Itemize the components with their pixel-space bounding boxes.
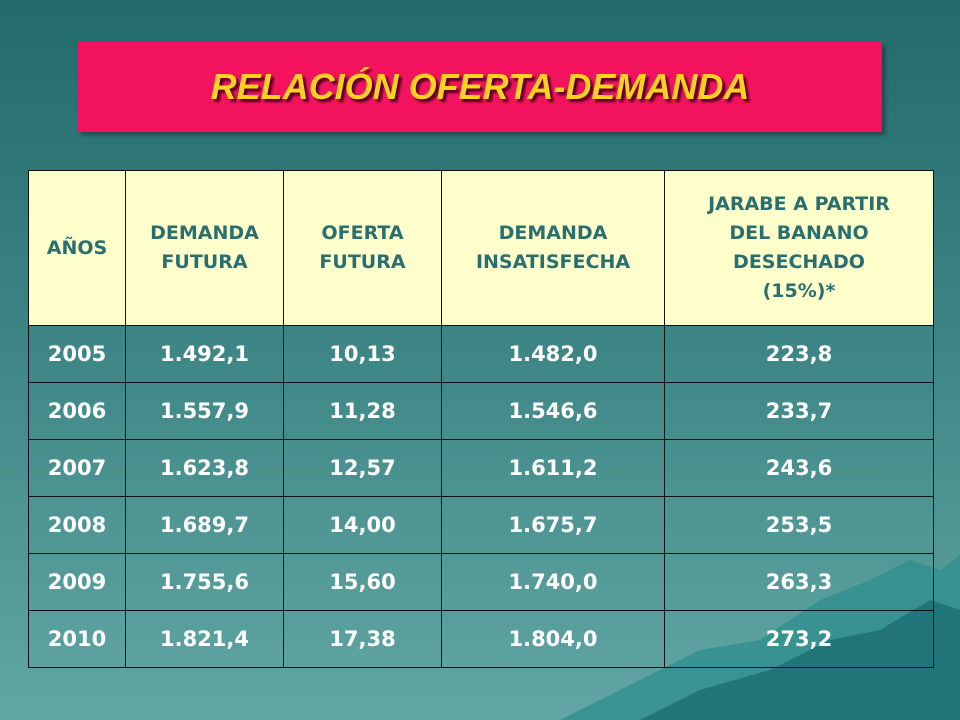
title-box: RELACIÓN OFERTA-DEMANDA	[78, 42, 882, 132]
table-cell: 1.740,0	[441, 553, 665, 611]
table-cell: 1.821,4	[125, 610, 284, 668]
header-cell: JARABE A PARTIR DEL BANANO DESECHADO (15%)*	[664, 170, 934, 326]
table-cell: 1.755,6	[125, 553, 284, 611]
table-cell: 253,5	[664, 496, 934, 554]
table-cell: 2006	[28, 382, 126, 440]
table-cell: 1.546,6	[441, 382, 665, 440]
data-table: AÑOS DEMANDA FUTURA OFERTA FUTURA DEMANDA INSA…	[28, 170, 934, 668]
table-cell: 243,6	[664, 439, 934, 497]
table-cell: 233,7	[664, 382, 934, 440]
header-line: (15%)*	[762, 280, 836, 302]
table-cell: 1.689,7	[125, 496, 284, 554]
header-cell: AÑOS	[28, 170, 126, 326]
table-cell: 1.623,8	[125, 439, 284, 497]
table-cell: 2008	[28, 496, 126, 554]
header-line: FUTURA	[161, 251, 248, 273]
table-row: 2010 1.821,4 17,38 1.804,0 273,2	[28, 610, 934, 668]
table-cell: 2009	[28, 553, 126, 611]
header-line: DEL BANANO	[729, 222, 869, 244]
table-cell: 2005	[28, 325, 126, 383]
header-cell: DEMANDA INSATISFECHA	[441, 170, 665, 326]
header-line: AÑOS	[46, 236, 108, 259]
table-row: 2009 1.755,6 15,60 1.740,0 263,3	[28, 553, 934, 611]
header-row: AÑOS DEMANDA FUTURA OFERTA FUTURA DEMANDA INSA…	[28, 170, 934, 326]
title: RELACIÓN OFERTA-DEMANDA	[210, 66, 750, 107]
header-line: INSATISFECHA	[475, 251, 631, 273]
table-cell: 15,60	[283, 553, 442, 611]
table-cell: 2010	[28, 610, 126, 668]
table-cell: 1.675,7	[441, 496, 665, 554]
table-cell: 1.492,1	[125, 325, 284, 383]
table-cell: 273,2	[664, 610, 934, 668]
header-cell: OFERTA FUTURA	[283, 170, 442, 326]
table-cell: 2007	[28, 439, 126, 497]
table-cell: 1.804,0	[441, 610, 665, 668]
header-line: DEMANDA	[150, 222, 259, 244]
table-cell: 11,28	[283, 382, 442, 440]
header-cell: DEMANDA FUTURA	[125, 170, 284, 326]
header-line: DESECHADO	[733, 251, 865, 273]
table-cell: 1.611,2	[441, 439, 665, 497]
table-cell: 263,3	[664, 553, 934, 611]
table-row: 2005 1.492,1 10,13 1.482,0 223,8	[28, 325, 934, 383]
table-cell: 223,8	[664, 325, 934, 383]
header-line: FUTURA	[319, 251, 406, 273]
table-cell: 12,57	[283, 439, 442, 497]
table-row: 2006 1.557,9 11,28 1.546,6 233,7	[28, 382, 934, 440]
header-line: OFERTA	[321, 222, 404, 244]
table-cell: 1.482,0	[441, 325, 665, 383]
table-cell: 17,38	[283, 610, 442, 668]
table-row: 2008 1.689,7 14,00 1.675,7 253,5	[28, 496, 934, 554]
header-line: JARABE A PARTIR	[708, 193, 890, 215]
table-cell: 14,00	[283, 496, 442, 554]
table-cell: 1.557,9	[125, 382, 284, 440]
table-row: 2007 1.623,8 12,57 1.611,2 243,6	[28, 439, 934, 497]
header-line: DEMANDA	[498, 222, 608, 244]
table-cell: 10,13	[283, 325, 442, 383]
